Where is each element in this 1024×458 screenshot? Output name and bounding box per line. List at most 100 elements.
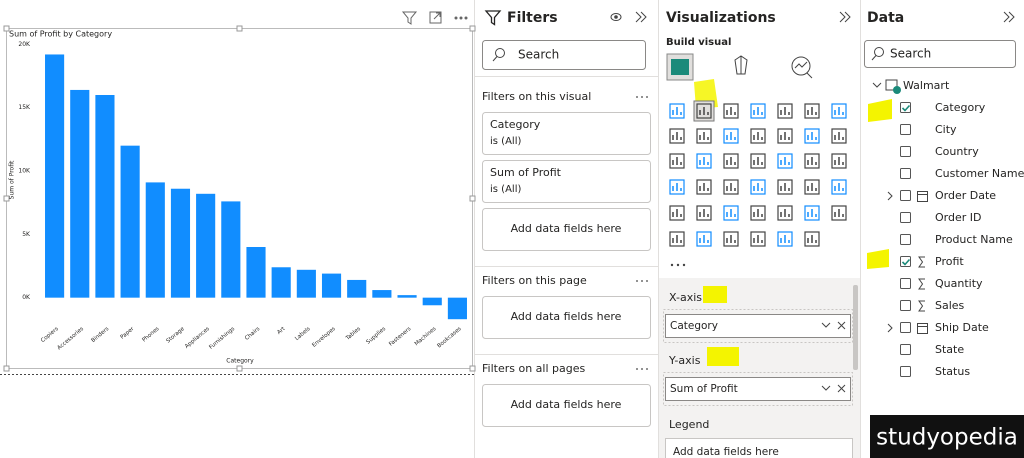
checkbox[interactable] (900, 234, 911, 245)
bar[interactable] (271, 267, 291, 298)
pill-icons[interactable] (821, 384, 846, 393)
field-row[interactable]: Profit (900, 255, 965, 268)
bar[interactable] (246, 247, 266, 298)
checkbox[interactable] (900, 322, 911, 333)
visual-icon[interactable] (723, 231, 739, 247)
expand-icon[interactable] (887, 323, 893, 333)
expand-icon[interactable] (887, 191, 893, 201)
visual-icon[interactable] (669, 128, 685, 144)
checkbox[interactable] (900, 212, 911, 223)
more-icon[interactable] (636, 280, 638, 282)
field-pill[interactable] (665, 377, 851, 401)
well-box[interactable] (665, 438, 853, 458)
visual-icon[interactable] (777, 128, 793, 144)
bar[interactable] (447, 297, 467, 320)
field-row[interactable]: Category (900, 101, 986, 114)
visual-icon[interactable] (777, 179, 793, 195)
visual-icon[interactable] (750, 179, 766, 195)
checkbox[interactable] (900, 124, 911, 135)
checkbox[interactable] (900, 300, 911, 311)
checkbox[interactable] (900, 278, 911, 289)
filter-card[interactable] (482, 112, 651, 155)
filters-header-icons[interactable] (610, 11, 647, 23)
more-icon[interactable] (636, 368, 638, 370)
visual-icon[interactable] (831, 103, 847, 119)
visual-icon[interactable] (669, 153, 685, 169)
visual-icon[interactable] (777, 205, 793, 221)
more-icon[interactable] (641, 96, 643, 98)
visual-icon[interactable] (804, 179, 820, 195)
bar[interactable] (321, 273, 342, 298)
visual-header[interactable] (401, 11, 468, 25)
field-row[interactable]: Ship Date (887, 321, 989, 334)
add-fields-box[interactable] (482, 384, 651, 427)
search-placeholder[interactable]: Search (518, 48, 559, 62)
field-row[interactable]: Customer Name (900, 167, 1024, 180)
visual-icon[interactable] (723, 153, 739, 169)
field-row[interactable]: Quantity (900, 277, 984, 290)
collapse-icon[interactable] (839, 11, 851, 23)
checkbox[interactable] (900, 344, 911, 355)
more-icon[interactable] (646, 368, 648, 370)
field-row[interactable]: City (900, 123, 958, 136)
checkbox[interactable] (900, 190, 911, 201)
filters-search-box[interactable] (482, 40, 646, 70)
bar[interactable] (296, 269, 316, 298)
visual-icon[interactable] (750, 153, 766, 169)
checkbox[interactable] (900, 366, 911, 377)
visual-icon[interactable] (750, 205, 766, 221)
visual-icon[interactable] (831, 153, 847, 169)
visual-icon[interactable] (723, 205, 739, 221)
bar[interactable] (120, 145, 140, 298)
bar[interactable] (422, 297, 442, 306)
more-icon[interactable] (641, 280, 643, 282)
analytics-tab[interactable] (791, 56, 811, 76)
bar[interactable] (95, 95, 115, 298)
bar[interactable] (45, 54, 65, 298)
visual-icon[interactable] (831, 179, 847, 195)
more-icon[interactable] (646, 280, 648, 282)
scrollbar[interactable] (853, 285, 858, 370)
bar[interactable] (347, 279, 367, 298)
visual-icon[interactable] (750, 231, 766, 247)
more-icon[interactable] (641, 368, 643, 370)
visual-icon[interactable] (696, 153, 712, 169)
checkbox[interactable] (900, 256, 911, 267)
field-row[interactable]: Product Name (900, 233, 1013, 246)
visual-icon[interactable] (669, 231, 685, 247)
field-row[interactable]: Status (900, 365, 971, 378)
checkbox[interactable] (900, 168, 911, 179)
field-row[interactable]: Order Date (887, 189, 996, 202)
data-search-box[interactable] (864, 40, 1016, 68)
format-tab[interactable] (734, 55, 748, 75)
visual-icon[interactable] (804, 153, 820, 169)
visual-icon[interactable] (750, 128, 766, 144)
bar[interactable] (70, 89, 90, 298)
checkbox[interactable] (900, 146, 911, 157)
visual-icon[interactable] (804, 205, 820, 221)
visual-icon[interactable] (804, 103, 820, 119)
bar[interactable] (372, 290, 392, 298)
visual-icon[interactable] (831, 205, 847, 221)
collapse-icon[interactable] (1003, 11, 1015, 23)
visual-icon[interactable] (831, 128, 847, 144)
visual-icon[interactable] (696, 205, 712, 221)
add-fields-box[interactable] (482, 208, 651, 251)
field-row[interactable]: Sales (900, 299, 965, 312)
visual-icon[interactable] (696, 128, 712, 144)
table-name[interactable]: Walmart (903, 79, 950, 92)
visual-icon[interactable] (777, 153, 793, 169)
bar[interactable] (145, 182, 165, 298)
more-visuals[interactable] (670, 263, 686, 267)
checkbox[interactable] (900, 102, 911, 113)
pill-icons[interactable] (821, 321, 846, 330)
bar[interactable] (221, 201, 241, 298)
visual-icon[interactable] (693, 100, 715, 122)
filter-card[interactable] (482, 160, 651, 203)
expand-icon[interactable] (872, 82, 882, 88)
bar[interactable] (170, 188, 191, 298)
visual-icon[interactable] (804, 128, 820, 144)
visual-icon[interactable] (777, 231, 793, 247)
visual-icon[interactable] (723, 128, 739, 144)
add-fields-box[interactable] (482, 296, 651, 339)
